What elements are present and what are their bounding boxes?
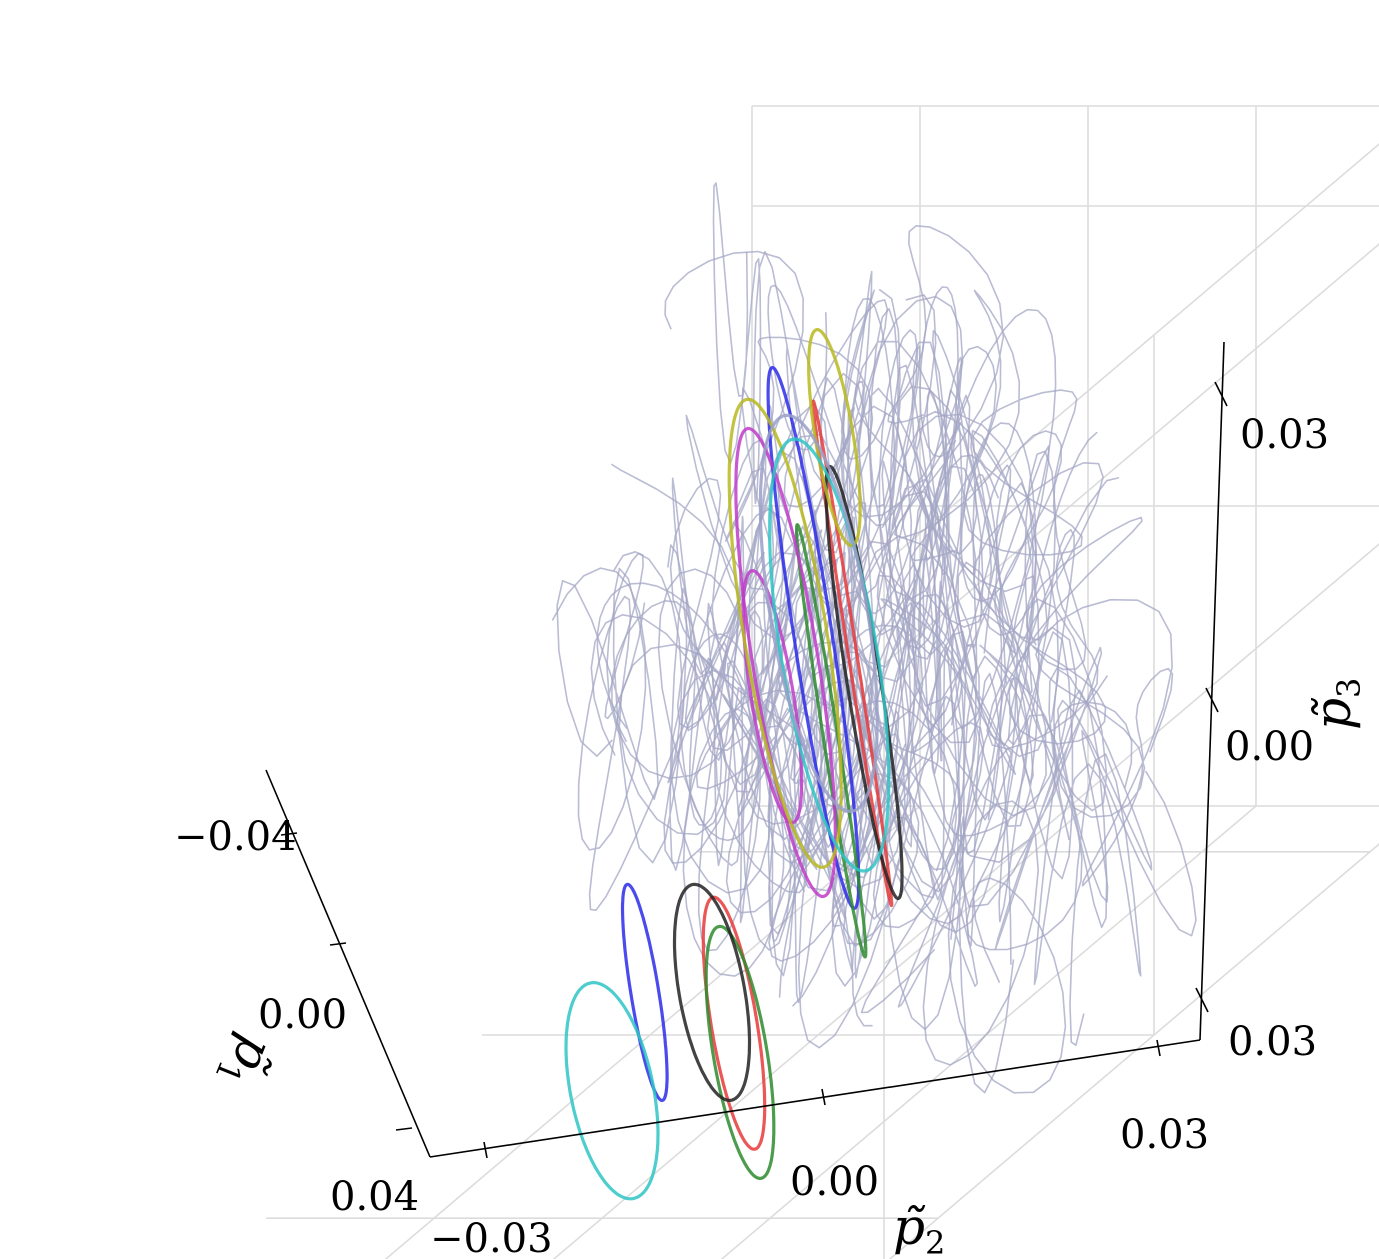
series-loop: [727, 397, 843, 869]
x-tick-label: 0.00: [790, 1159, 879, 1205]
background-trajectory: [973, 462, 1174, 887]
background-trajectory: [880, 598, 1133, 951]
series-loop: [701, 895, 767, 1151]
series-loop: [811, 399, 894, 908]
z-tick-label: 0.03: [1228, 1019, 1317, 1065]
x-axis-tick: [821, 1088, 826, 1106]
axes: −0.03 0.00 0.03 −0.04 0.00 0.04 0.03 0.00 0.03: [174, 341, 1329, 1259]
series-loop: [564, 981, 660, 1201]
z-axis-title: p̃3: [1304, 678, 1368, 730]
series-loop: [768, 437, 891, 873]
background-trajectory: [783, 299, 1007, 684]
y-axis-tick: [280, 832, 298, 836]
background-trajectory: [848, 700, 1067, 1094]
y-tick-label: 0.04: [330, 1174, 419, 1220]
series-loop: [741, 569, 804, 825]
series-loop: [704, 924, 776, 1180]
grid-line: [883, 143, 1379, 565]
z-tick-label: 0.03: [1240, 412, 1329, 458]
z-axis-line: [1199, 341, 1225, 1041]
series-loop: [620, 882, 669, 1102]
background-trajectory: [590, 614, 900, 1049]
z-tick-label: 0.00: [1225, 724, 1314, 770]
background-trajectory: [957, 535, 1197, 937]
background-trajectory: [887, 225, 1087, 671]
background-trajectory: [556, 567, 854, 977]
x-axis-title: p̃2: [893, 1198, 945, 1259]
series-loop: [758, 413, 879, 813]
background-trajectory: [840, 289, 1038, 637]
series-loop: [807, 328, 862, 548]
background-trajectory: [712, 182, 950, 648]
background-trajectory: [611, 463, 924, 909]
y-axis-line: [265, 769, 431, 1158]
series-loop: [766, 365, 861, 910]
y-tick-label: 0.00: [258, 992, 347, 1038]
z-axis-tick: [1195, 987, 1209, 1013]
y-axis-tick: [395, 1127, 413, 1131]
series-loop: [672, 882, 752, 1102]
z-axis-title-group: p̃3: [1304, 678, 1368, 730]
x-tick-label: 0.03: [1120, 1112, 1209, 1158]
z-axis-tick: [1205, 687, 1219, 713]
background-trajectory: [910, 345, 1143, 745]
background-trajectory: [919, 286, 1098, 661]
y-tick-label: −0.04: [174, 814, 297, 860]
x-axis-tick: [1156, 1039, 1161, 1057]
background-trajectory: [820, 377, 1034, 821]
series-loop: [734, 426, 837, 899]
x-axis-line: [429, 1039, 1201, 1158]
x-axis-tick: [483, 1141, 488, 1159]
y-axis-tick: [329, 942, 347, 946]
background-trajectories: [551, 182, 1197, 1094]
x-tick-label: −0.03: [430, 1216, 553, 1259]
trajectory-series: [564, 328, 904, 1201]
z-axis-tick: [1214, 381, 1228, 407]
